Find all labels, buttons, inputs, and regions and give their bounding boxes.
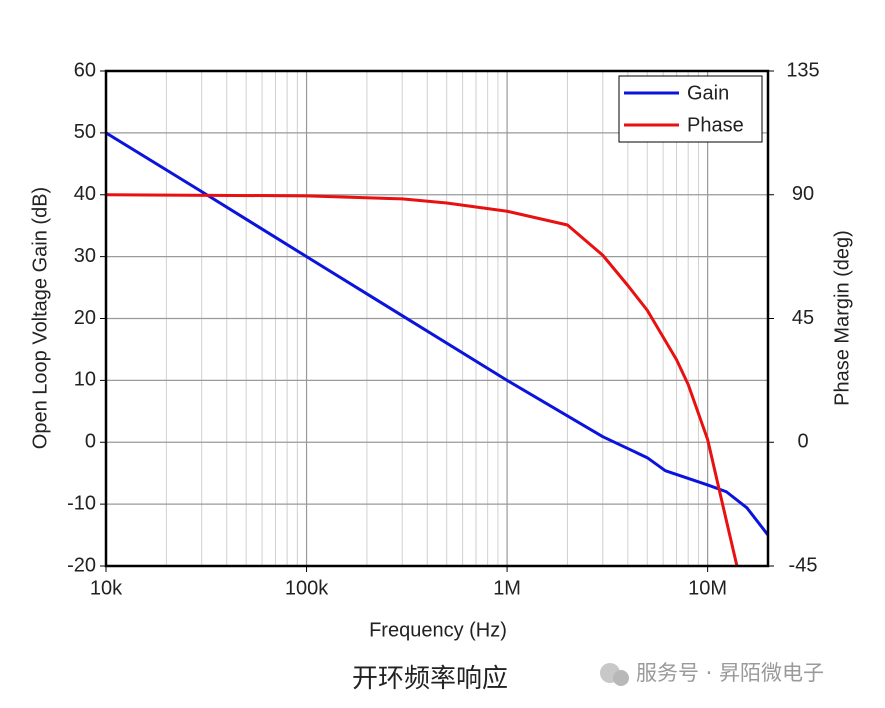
watermark: 服务号 · 昇陌微电子 bbox=[636, 661, 824, 685]
y2-axis-title: Phase Margin (deg) bbox=[831, 230, 853, 406]
x-tick-label: 10M bbox=[688, 577, 727, 599]
legend-box bbox=[618, 75, 763, 143]
series-line bbox=[106, 193, 739, 566]
x-tick-label: 1M bbox=[493, 577, 521, 599]
y2-tick-label: 90 bbox=[792, 183, 814, 205]
y-tick-label: -20 bbox=[67, 554, 96, 576]
y-tick-label: 60 bbox=[74, 59, 96, 81]
x-tick-label: 10k bbox=[90, 577, 123, 599]
caption: 开环频率响应 bbox=[352, 664, 508, 694]
watermark-icon bbox=[600, 663, 629, 686]
y-tick-label: 40 bbox=[74, 183, 96, 205]
legend-label: Phase bbox=[687, 114, 744, 136]
x-axis-title: Frequency (Hz) bbox=[369, 619, 507, 641]
plot-frame bbox=[104, 69, 770, 568]
y-tick-label: -10 bbox=[67, 492, 96, 514]
y2-tick-label: 135 bbox=[786, 59, 819, 81]
y-tick-label: 20 bbox=[74, 307, 96, 329]
legend-label: Gain bbox=[687, 82, 729, 104]
y-tick-label: 30 bbox=[74, 245, 96, 267]
y2-tick-label: 45 bbox=[792, 307, 814, 329]
y2-tick-label: 0 bbox=[797, 431, 808, 453]
series-line bbox=[106, 131, 768, 536]
x-tick-label: 100k bbox=[285, 577, 329, 599]
y-tick-label: 0 bbox=[85, 431, 96, 453]
y2-tick-label: -45 bbox=[789, 554, 818, 576]
y-tick-label: 10 bbox=[74, 369, 96, 391]
y-tick-label: 50 bbox=[74, 121, 96, 143]
y-axis-title: Open Loop Voltage Gain (dB) bbox=[29, 187, 51, 449]
